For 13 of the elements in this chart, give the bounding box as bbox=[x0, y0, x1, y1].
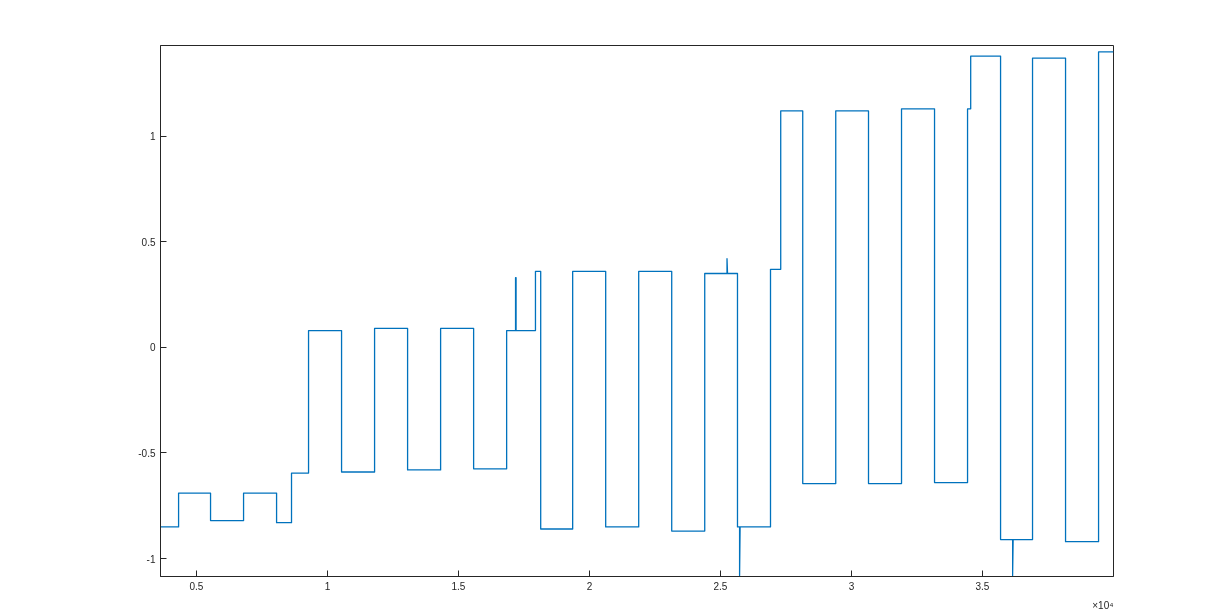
y-tick-label: 1 bbox=[149, 131, 156, 143]
y-tick-label: 0 bbox=[149, 342, 156, 354]
x-tick-label: 1 bbox=[324, 580, 331, 592]
x-tick-label: 0.5 bbox=[189, 580, 204, 592]
y-tick-label: 0.5 bbox=[141, 236, 156, 248]
x-tick-label: 2.5 bbox=[713, 580, 728, 592]
x-tick-label: 2 bbox=[586, 580, 593, 592]
x-tick-label: 1.5 bbox=[451, 580, 466, 592]
y-tick-label: -0.5 bbox=[138, 447, 156, 459]
x-tick-label: 3 bbox=[848, 580, 855, 592]
text: ×10⁴ bbox=[1092, 599, 1114, 611]
x-tick-label: 3.5 bbox=[975, 580, 990, 592]
y-tick-label: -1 bbox=[146, 553, 156, 565]
